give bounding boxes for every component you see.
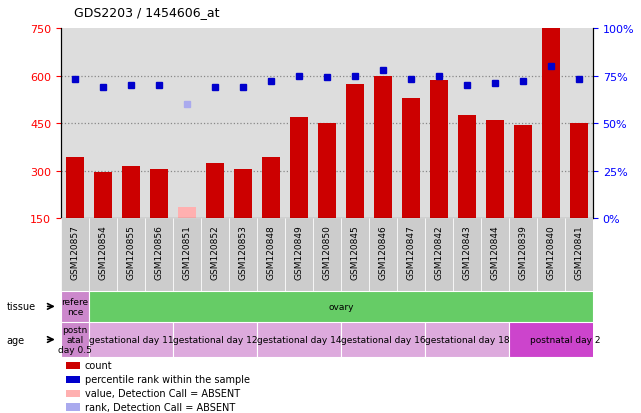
Bar: [542, 27, 560, 219]
Bar: [201, 219, 229, 291]
Text: GSM120848: GSM120848: [267, 225, 276, 279]
Bar: [94, 173, 112, 219]
Bar: [66, 362, 79, 370]
Bar: [425, 322, 509, 357]
Bar: [537, 219, 565, 291]
Text: rank, Detection Call = ABSENT: rank, Detection Call = ABSENT: [85, 402, 235, 413]
Bar: [66, 404, 79, 411]
Bar: [430, 81, 448, 219]
Bar: [570, 124, 588, 219]
Bar: [514, 126, 532, 219]
Bar: [178, 208, 196, 219]
Bar: [458, 116, 476, 219]
Bar: [229, 219, 257, 291]
Bar: [206, 164, 224, 219]
Text: GSM120839: GSM120839: [519, 225, 528, 280]
Bar: [173, 219, 201, 291]
Text: GSM120844: GSM120844: [490, 225, 499, 279]
Bar: [402, 99, 420, 219]
Bar: [285, 219, 313, 291]
Text: gestational day 18: gestational day 18: [424, 335, 509, 344]
Bar: [397, 219, 425, 291]
Bar: [257, 219, 285, 291]
Bar: [453, 219, 481, 291]
Text: value, Detection Call = ABSENT: value, Detection Call = ABSENT: [85, 389, 240, 399]
Bar: [61, 291, 89, 322]
Bar: [89, 219, 117, 291]
Bar: [318, 124, 336, 219]
Text: GSM120852: GSM120852: [210, 225, 219, 279]
Text: GSM120851: GSM120851: [183, 225, 192, 280]
Text: count: count: [85, 361, 112, 370]
Text: postn
atal
day 0.5: postn atal day 0.5: [58, 325, 92, 354]
Text: GSM120857: GSM120857: [71, 225, 79, 280]
Text: gestational day 11: gestational day 11: [88, 335, 173, 344]
Text: GSM120855: GSM120855: [126, 225, 135, 280]
Text: GSM120854: GSM120854: [99, 225, 108, 279]
Bar: [313, 219, 341, 291]
Bar: [117, 219, 145, 291]
Text: gestational day 16: gestational day 16: [340, 335, 425, 344]
Bar: [150, 170, 168, 219]
Bar: [66, 376, 79, 383]
Text: age: age: [6, 335, 24, 345]
Text: postnatal day 2: postnatal day 2: [529, 335, 600, 344]
Text: GSM120856: GSM120856: [154, 225, 163, 280]
Bar: [290, 118, 308, 219]
Text: ovary: ovary: [328, 302, 354, 311]
Bar: [262, 157, 280, 219]
Bar: [89, 322, 173, 357]
Bar: [509, 219, 537, 291]
Bar: [345, 84, 364, 219]
Bar: [509, 322, 621, 357]
Bar: [61, 219, 89, 291]
Bar: [122, 166, 140, 219]
Text: GSM120840: GSM120840: [546, 225, 555, 279]
Text: refere
nce: refere nce: [62, 297, 88, 316]
Text: GSM120845: GSM120845: [351, 225, 360, 279]
Bar: [145, 219, 173, 291]
Bar: [374, 76, 392, 219]
Bar: [66, 389, 79, 397]
Text: gestational day 12: gestational day 12: [172, 335, 257, 344]
Text: tissue: tissue: [6, 301, 35, 312]
Text: GSM120842: GSM120842: [435, 225, 444, 279]
Bar: [486, 121, 504, 219]
Text: GSM120841: GSM120841: [574, 225, 583, 279]
Text: GSM120846: GSM120846: [378, 225, 387, 279]
Bar: [257, 322, 341, 357]
Bar: [173, 322, 257, 357]
Text: GSM120853: GSM120853: [238, 225, 247, 280]
Bar: [481, 219, 509, 291]
Bar: [369, 219, 397, 291]
Text: GDS2203 / 1454606_at: GDS2203 / 1454606_at: [74, 6, 219, 19]
Bar: [565, 219, 593, 291]
Bar: [341, 322, 425, 357]
Bar: [61, 322, 89, 357]
Text: GSM120849: GSM120849: [294, 225, 303, 279]
Bar: [341, 219, 369, 291]
Bar: [234, 170, 252, 219]
Text: percentile rank within the sample: percentile rank within the sample: [85, 375, 250, 385]
Text: gestational day 14: gestational day 14: [256, 335, 341, 344]
Text: GSM120850: GSM120850: [322, 225, 331, 280]
Bar: [66, 157, 84, 219]
Text: GSM120847: GSM120847: [406, 225, 415, 279]
Text: GSM120843: GSM120843: [462, 225, 471, 279]
Bar: [425, 219, 453, 291]
